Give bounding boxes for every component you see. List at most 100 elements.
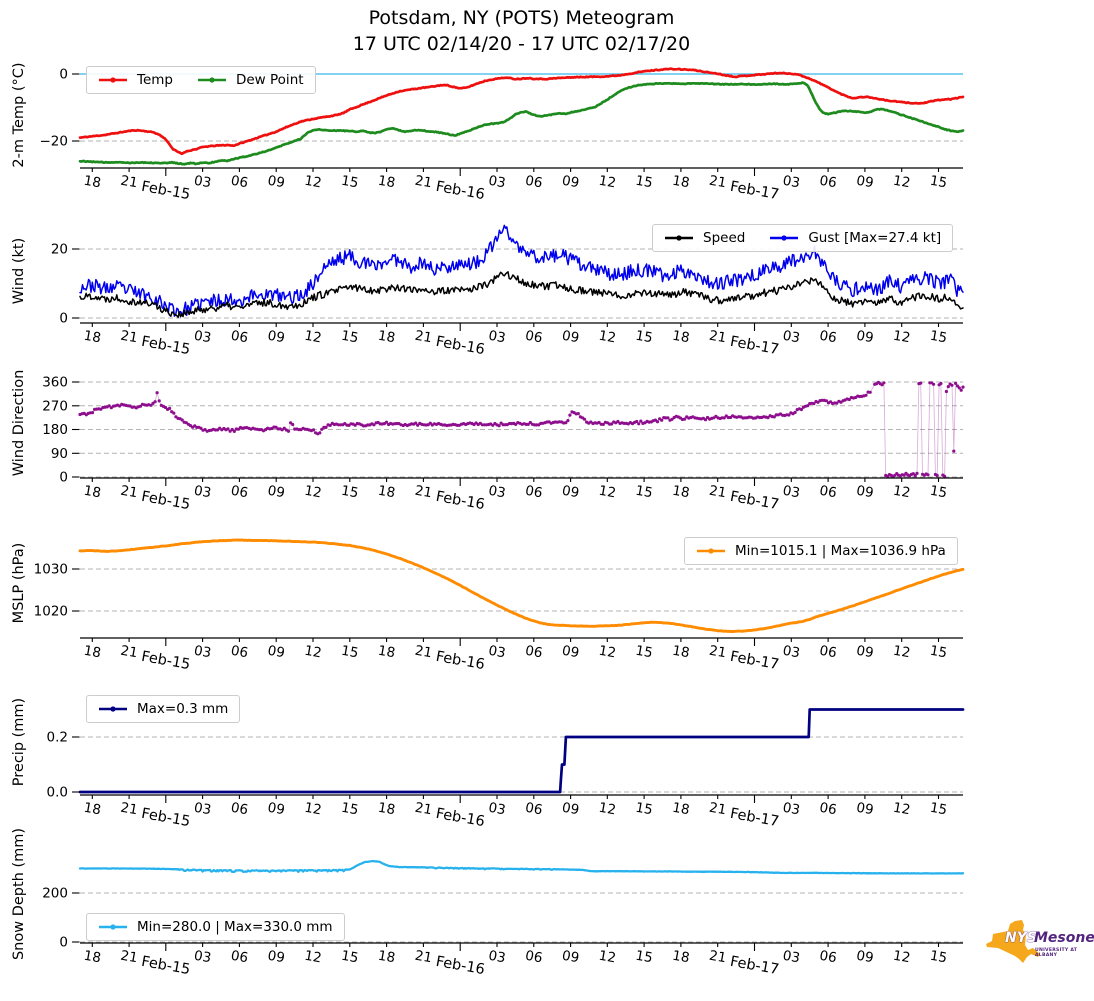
x-tick-label: 09: [855, 483, 875, 502]
y-tick-label: 0.2: [47, 730, 68, 746]
x-tick-label: 03: [487, 483, 507, 502]
page-title: Potsdam, NY (POTS) Meteogram: [368, 7, 675, 29]
x-date-label: Feb-15: [140, 489, 191, 513]
x-tick-label: 12: [303, 483, 323, 502]
x-tick-label: 21: [414, 800, 434, 819]
x-date-label: Feb-16: [435, 806, 486, 830]
y-tick-label: 0: [59, 935, 68, 951]
legend-label: Temp: [137, 72, 173, 88]
x-tick-label: 18: [377, 328, 397, 347]
y-tick-label: −20: [40, 134, 69, 150]
x-tick-label: 21: [708, 643, 728, 662]
x-tick-label: 09: [561, 483, 581, 502]
x-tick-label: 03: [781, 328, 801, 347]
legend-label: Dew Point: [235, 72, 304, 88]
x-tick-label: 03: [193, 948, 213, 967]
x-tick-label: 06: [818, 328, 838, 347]
y-tick-label: 1030: [34, 562, 68, 578]
x-tick-label: 12: [303, 643, 323, 662]
legend-label: Speed: [703, 230, 746, 246]
x-tick-label: 21: [708, 328, 728, 347]
x-tick-label: 06: [230, 643, 250, 662]
x-tick-label: 06: [230, 328, 250, 347]
x-tick-label: 06: [818, 483, 838, 502]
x-tick-label: 03: [487, 173, 507, 192]
ylabel-snow: Snow Depth (mm): [11, 827, 27, 961]
gridlines: [80, 892, 963, 943]
wind-series-gust: [79, 224, 964, 317]
x-tick-label: 21: [119, 948, 139, 967]
y-tick-label: 360: [42, 375, 68, 391]
x-tick-label: 12: [597, 173, 617, 192]
x-axis: 18 21 03 06 09 12 15 18 21 03 06 09 12 15 18 21 03 06 09 12…: [80, 637, 963, 673]
x-date-label: Feb-17: [729, 954, 780, 978]
x-tick-label: 18: [82, 328, 102, 347]
y-tick-label: 1020: [34, 604, 68, 620]
x-tick-label: 12: [892, 483, 912, 502]
x-axis: 18 21 03 06 09 12 15 18 21 03 06 09 12 15 18 21 03 06 09 12…: [80, 477, 963, 513]
x-date-label: Feb-16: [435, 179, 486, 203]
x-tick-label: 18: [82, 173, 102, 192]
x-date-label: Feb-15: [140, 954, 191, 978]
x-tick-label: 21: [708, 800, 728, 819]
x-tick-label: 18: [82, 643, 102, 662]
x-tick-label: 12: [303, 173, 323, 192]
x-tick-label: 12: [597, 483, 617, 502]
x-tick-label: 12: [892, 173, 912, 192]
x-tick-label: 12: [892, 948, 912, 967]
x-tick-label: 12: [303, 328, 323, 347]
x-tick-label: 03: [781, 173, 801, 192]
y-ticks: 20 0: [51, 242, 80, 327]
x-date-label: Feb-17: [729, 179, 780, 203]
x-tick-label: 06: [818, 643, 838, 662]
x-tick-label: 03: [781, 800, 801, 819]
x-tick-label: 15: [929, 948, 949, 967]
x-date-label: Feb-17: [729, 489, 780, 513]
x-tick-label: 09: [561, 948, 581, 967]
panel-winddir: 18 21 03 06 09 12 15 18 21 03 06 09 12 15 18 21 03 06 09 12…: [42, 375, 965, 513]
y-tick-label: 270: [42, 398, 68, 414]
x-tick-label: 12: [597, 643, 617, 662]
x-tick-label: 06: [524, 483, 544, 502]
x-tick-label: 06: [524, 800, 544, 819]
x-tick-label: 21: [119, 483, 139, 502]
gridlines: [80, 568, 963, 612]
y-tick-label: 180: [42, 422, 68, 438]
x-date-label: Feb-17: [729, 649, 780, 673]
legend-label: Max=0.3 mm: [137, 701, 229, 717]
x-tick-label: 15: [340, 328, 360, 347]
x-tick-label: 12: [597, 948, 617, 967]
gridlines: [80, 736, 963, 793]
x-tick-label: 15: [634, 800, 654, 819]
x-tick-label: 21: [119, 643, 139, 662]
wind-series-speed: [79, 271, 964, 319]
x-tick-label: 09: [266, 948, 286, 967]
x-tick-label: 03: [193, 643, 213, 662]
legend-line-swatch: [99, 706, 127, 712]
x-tick-label: 15: [634, 948, 654, 967]
x-tick-label: 03: [193, 483, 213, 502]
x-axis: 18 21 03 06 09 12 15 18 21 03 06 09 12 15 18 21 03 06 09 12…: [80, 942, 963, 978]
legend-entry: Max=0.3 mm: [98, 699, 228, 719]
y-ticks: 0 −20: [40, 67, 80, 150]
mslp-series-mslp: [78, 538, 965, 633]
x-tick-label: 18: [671, 643, 691, 662]
x-tick-label: 09: [266, 483, 286, 502]
page-subtitle: 17 UTC 02/14/20 - 17 UTC 02/17/20: [352, 33, 691, 55]
y-tick-label: 90: [51, 446, 68, 462]
x-tick-label: 15: [929, 643, 949, 662]
x-tick-label: 03: [193, 800, 213, 819]
x-tick-label: 15: [929, 328, 949, 347]
x-tick-label: 09: [855, 948, 875, 967]
x-tick-label: 18: [671, 173, 691, 192]
y-ticks: 0.2 0.0: [47, 730, 80, 801]
x-tick-label: 18: [82, 800, 102, 819]
x-tick-label: 03: [193, 173, 213, 192]
x-tick-label: 06: [818, 800, 838, 819]
temp-series-temp: [78, 67, 965, 156]
legend-line-swatch: [665, 235, 693, 241]
y-ticks: 360 270 180 90 0: [42, 375, 80, 486]
x-tick-label: 12: [303, 800, 323, 819]
x-tick-label: 09: [266, 173, 286, 192]
